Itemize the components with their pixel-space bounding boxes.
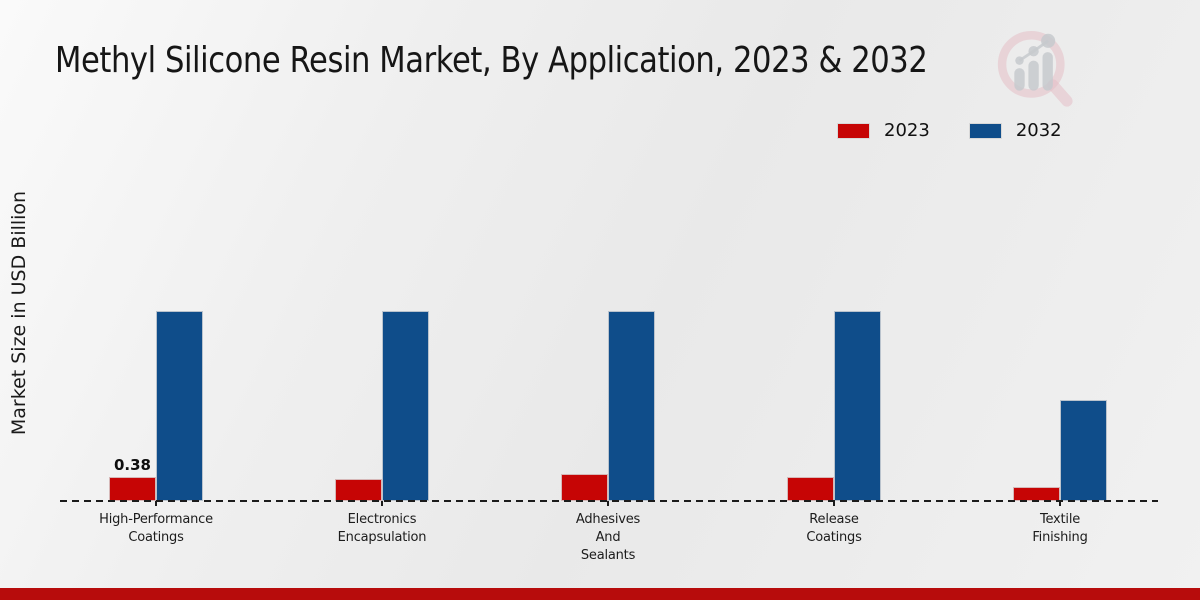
legend-item-2032: 2032 xyxy=(969,120,1062,141)
bar-2032 xyxy=(1060,400,1107,501)
chart-title: Methyl Silicone Resin Market, By Applica… xyxy=(55,40,928,81)
legend: 2023 2032 xyxy=(838,120,1062,141)
bar-2023 xyxy=(561,474,608,501)
category-label: Adhesives And Sealants xyxy=(575,512,641,563)
bar-2023 xyxy=(1013,487,1060,501)
legend-item-2023: 2023 xyxy=(838,120,930,141)
legend-swatch-2023 xyxy=(838,123,869,138)
x-axis-tick xyxy=(607,501,609,506)
category-label: Release Coatings xyxy=(806,512,862,545)
legend-label-2023: 2023 xyxy=(884,120,930,141)
footer-accent-bar xyxy=(0,588,1200,600)
y-axis-label: Market Size in USD Billion xyxy=(8,190,30,436)
category-label: High-Performance Coatings xyxy=(99,512,213,545)
bar-2023 xyxy=(787,477,834,501)
bar-2032 xyxy=(156,311,203,501)
x-axis-tick xyxy=(155,501,157,506)
bar-2023 xyxy=(335,479,382,501)
category-label: Textile Finishing xyxy=(1032,512,1088,545)
bar-2032 xyxy=(382,311,429,501)
magnifier-bar-chart-watermark-icon xyxy=(997,30,1073,107)
legend-swatch-2032 xyxy=(969,123,1001,138)
bar-2032 xyxy=(834,311,881,501)
x-axis-tick xyxy=(833,501,835,506)
bar-2023 xyxy=(109,477,156,501)
legend-label-2032: 2032 xyxy=(1015,120,1062,141)
category-label: Electronics Encapsulation xyxy=(337,512,427,545)
value-label: 0.38 xyxy=(113,456,151,474)
x-axis-tick xyxy=(381,501,383,506)
bar-2032 xyxy=(608,311,655,501)
x-axis-baseline xyxy=(60,500,1158,502)
x-axis-tick xyxy=(1059,501,1061,506)
